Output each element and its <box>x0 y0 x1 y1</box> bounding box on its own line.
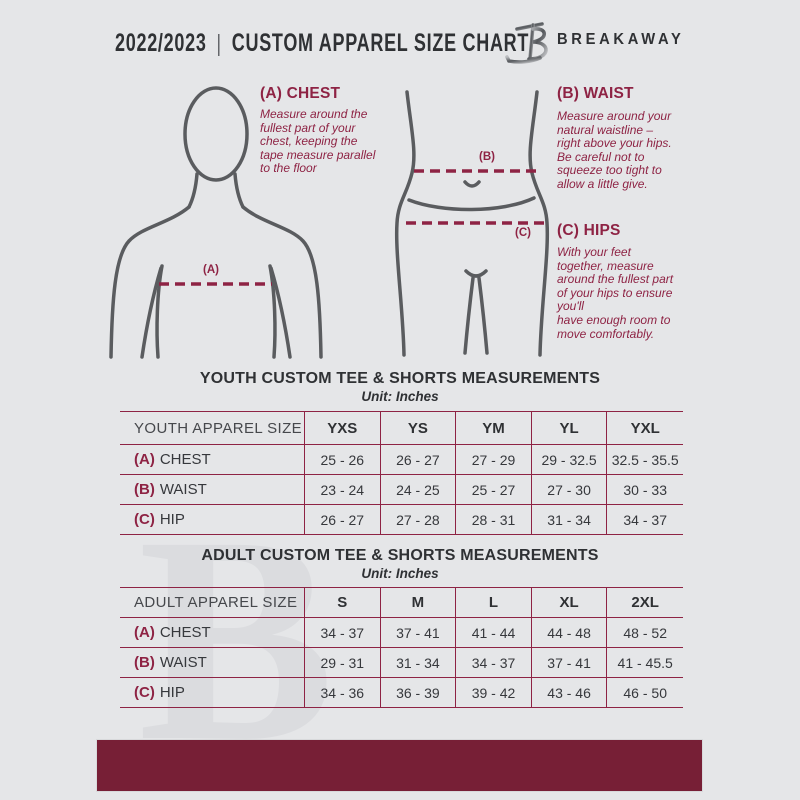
row-prefix: (B) <box>134 654 155 671</box>
size-column-header: M <box>381 588 457 617</box>
chest-marker-label: (A) <box>203 264 219 276</box>
table-cell: 23 - 24 <box>305 475 381 504</box>
table-cell: 41 - 44 <box>456 618 532 647</box>
size-column-header: YL <box>532 412 608 444</box>
table-cell: 31 - 34 <box>381 648 457 677</box>
row-label-text: CHEST <box>159 451 211 468</box>
table-cell: 29 - 32.5 <box>532 445 608 474</box>
youth-size-table: YOUTH APPAREL SIZE YXS YS YM YL YXL (A) … <box>120 411 683 535</box>
table-cell: 44 - 48 <box>532 618 608 647</box>
youth-apparel-size-header: YOUTH APPAREL SIZE <box>120 412 305 444</box>
table-cell: 34 - 37 <box>623 511 667 528</box>
row-label-text: HIP <box>159 511 185 528</box>
table-cell: 41 - 45.5 <box>617 654 673 671</box>
adult-section-title: ADULT CUSTOM TEE & SHORTS MEASUREMENTS <box>201 547 599 564</box>
table-cell: 24 - 25 <box>381 475 457 504</box>
table-cell: 46 - 50 <box>623 684 667 701</box>
row-label-text: WAIST <box>159 654 207 671</box>
size-column-header: S <box>305 588 381 617</box>
row-label: (A) CHEST <box>120 618 305 647</box>
watermark-letter: B <box>138 475 335 800</box>
table-cell: 25 - 26 <box>305 445 381 474</box>
table-cell: 37 - 41 <box>532 648 608 677</box>
size-column-header: YM <box>456 412 532 444</box>
table-cell: 39 - 42 <box>456 678 532 707</box>
table-cell: 34 - 37 <box>305 618 381 647</box>
row-label-text: HIP <box>159 684 185 701</box>
table-cell: 34 - 37 <box>456 648 532 677</box>
breakaway-logo-icon <box>505 22 548 64</box>
row-prefix: (B) <box>134 481 155 498</box>
adult-apparel-size-header: ADULT APPAREL SIZE <box>120 588 305 617</box>
table-cell: 31 - 34 <box>532 505 608 534</box>
youth-section-title: YOUTH CUSTOM TEE & SHORTS MEASUREMENTS <box>199 370 601 387</box>
chest-guide-description: Measure around the fullest part of your … <box>260 107 376 176</box>
row-label: (C) HIP <box>120 505 305 534</box>
adult-unit-label: Unit: Inches <box>361 566 439 581</box>
row-label: (A) CHEST <box>120 445 305 474</box>
size-column-header: 2XL <box>631 594 659 611</box>
hips-guide-description: With your feet together, measure around … <box>557 245 674 341</box>
table-header-row: ADULT APPAREL SIZE S M L XL 2XL <box>120 588 683 618</box>
table-cell: 28 - 31 <box>456 505 532 534</box>
table-header-row: YOUTH APPAREL SIZE YXS YS YM YL YXL <box>120 412 683 445</box>
youth-unit-label: Unit: Inches <box>361 389 439 404</box>
size-column-header: YS <box>381 412 457 444</box>
row-label-text: WAIST <box>159 481 207 498</box>
table-row: (A) CHEST 25 - 26 26 - 27 27 - 29 29 - 3… <box>120 445 683 475</box>
size-column-header: XL <box>532 588 608 617</box>
table-cell: 25 - 27 <box>456 475 532 504</box>
title-text: CUSTOM APPAREL SIZE CHART <box>231 29 530 57</box>
footer-bar <box>97 740 702 791</box>
table-row: (B) WAIST 29 - 31 31 - 34 34 - 37 37 - 4… <box>120 648 683 678</box>
table-cell: 32.5 - 35.5 <box>611 451 679 468</box>
size-column-header: YXL <box>630 419 660 437</box>
row-prefix: (A) <box>134 451 155 468</box>
page-title: 2022/2023 | CUSTOM APPAREL SIZE CHART <box>115 29 529 58</box>
table-cell: 48 - 52 <box>623 624 667 641</box>
hips-marker-label: (C) <box>515 227 531 239</box>
row-prefix: (A) <box>134 624 155 641</box>
adult-size-table: ADULT APPAREL SIZE S M L XL 2XL (A) CHES… <box>120 587 683 708</box>
table-cell: 26 - 27 <box>305 505 381 534</box>
title-separator: | <box>216 30 222 56</box>
waist-guide-heading: (B) WAIST <box>557 85 634 102</box>
row-prefix: (C) <box>134 684 155 701</box>
table-cell: 37 - 41 <box>381 618 457 647</box>
table-cell: 30 - 33 <box>623 481 667 498</box>
season-label: 2022/2023 <box>115 29 207 57</box>
waist-guide-description: Measure around your natural waistline – … <box>557 109 672 191</box>
row-label: (B) WAIST <box>120 475 305 504</box>
table-cell: 27 - 28 <box>381 505 457 534</box>
waist-marker-label: (B) <box>479 151 495 163</box>
table-cell: 36 - 39 <box>381 678 457 707</box>
row-label: (B) WAIST <box>120 648 305 677</box>
hips-guide-heading: (C) HIPS <box>557 222 621 239</box>
table-cell: 27 - 30 <box>532 475 608 504</box>
table-row: (B) WAIST 23 - 24 24 - 25 25 - 27 27 - 3… <box>120 475 683 505</box>
size-column-header: YXS <box>305 412 381 444</box>
table-row: (C) HIP 34 - 36 36 - 39 39 - 42 43 - 46 … <box>120 678 683 708</box>
row-label-text: CHEST <box>159 624 211 641</box>
chest-guide-heading: (A) CHEST <box>260 85 341 102</box>
row-prefix: (C) <box>134 511 155 528</box>
table-row: (A) CHEST 34 - 37 37 - 41 41 - 44 44 - 4… <box>120 618 683 648</box>
row-label: (C) HIP <box>120 678 305 707</box>
table-row: (C) HIP 26 - 27 27 - 28 28 - 31 31 - 34 … <box>120 505 683 535</box>
table-cell: 34 - 36 <box>305 678 381 707</box>
table-cell: 26 - 27 <box>381 445 457 474</box>
table-cell: 27 - 29 <box>456 445 532 474</box>
brand-name: BREAKAWAY <box>557 31 685 48</box>
table-cell: 29 - 31 <box>305 648 381 677</box>
table-cell: 43 - 46 <box>532 678 608 707</box>
size-column-header: L <box>456 588 532 617</box>
